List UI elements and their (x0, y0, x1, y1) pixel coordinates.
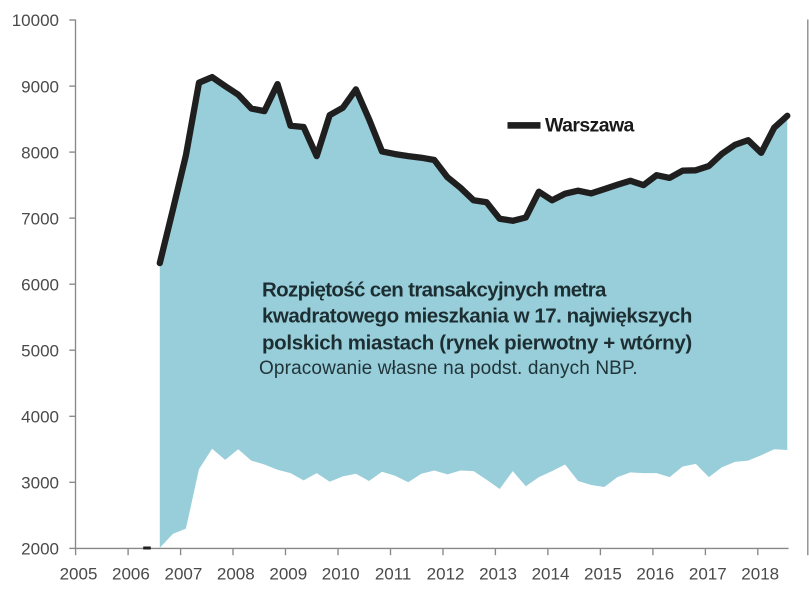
svg-text:2010: 2010 (322, 565, 360, 584)
svg-text:9000: 9000 (21, 77, 59, 96)
svg-text:6000: 6000 (21, 275, 59, 294)
svg-text:2006: 2006 (112, 565, 150, 584)
svg-text:10000: 10000 (12, 11, 59, 30)
svg-text:8000: 8000 (21, 143, 59, 162)
svg-text:2013: 2013 (479, 565, 517, 584)
svg-text:2007: 2007 (164, 565, 202, 584)
svg-text:Warszawa: Warszawa (545, 115, 635, 137)
svg-text:2018: 2018 (741, 565, 779, 584)
svg-text:3000: 3000 (21, 474, 59, 493)
svg-text:2016: 2016 (636, 565, 674, 584)
svg-text:Opracowanie własne na podst. d: Opracowanie własne na podst. danych NBP. (259, 358, 638, 379)
svg-text:7000: 7000 (21, 209, 59, 228)
svg-text:2014: 2014 (532, 565, 570, 584)
svg-text:2015: 2015 (584, 565, 622, 584)
svg-text:Rozpiętość cen transakcyjnych: Rozpiętość cen transakcyjnych metra (262, 279, 607, 302)
svg-text:kwadratowego mieszkania w 17.: kwadratowego mieszkania w 17. największy… (262, 305, 692, 328)
svg-text:2008: 2008 (217, 565, 255, 584)
svg-text:2011: 2011 (375, 565, 412, 584)
svg-text:4000: 4000 (21, 408, 59, 427)
svg-text:2000: 2000 (21, 540, 59, 559)
svg-text:2009: 2009 (269, 565, 307, 584)
svg-text:2017: 2017 (689, 565, 727, 584)
svg-text:5000: 5000 (21, 341, 59, 360)
svg-text:2005: 2005 (60, 565, 98, 584)
svg-text:polskich miastach (rynek pierw: polskich miastach (rynek pierwotny + wtó… (262, 332, 692, 355)
svg-text:2012: 2012 (427, 565, 465, 584)
